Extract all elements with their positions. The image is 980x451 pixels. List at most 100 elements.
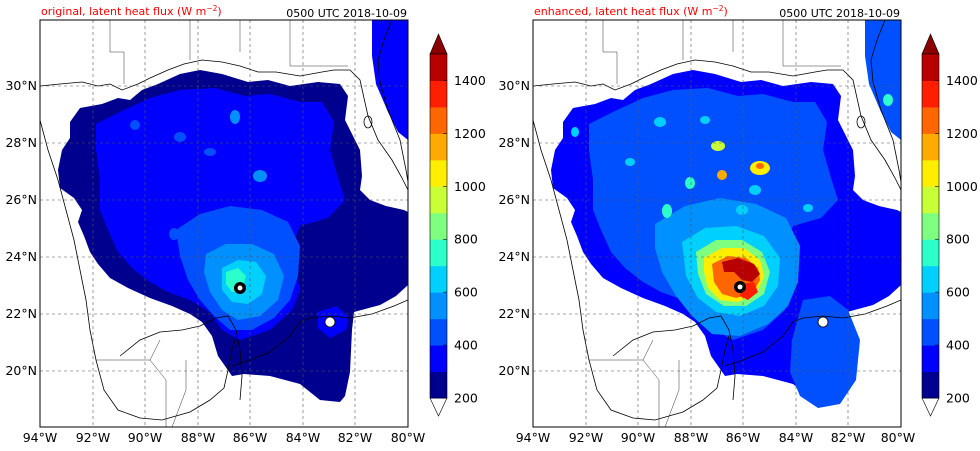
- lon-tick-label: 90°W: [621, 430, 656, 445]
- lake-okeechobee: [363, 115, 373, 129]
- flux-cell: [685, 177, 695, 189]
- lat-tick-label: 30°N: [498, 78, 530, 93]
- colorbar-tick-label: 1400: [946, 73, 978, 88]
- flux-cell: [253, 170, 267, 182]
- lat-tick-label: 28°N: [5, 135, 37, 150]
- colorbar-swatch: [922, 54, 939, 81]
- lon-tick-label: 92°W: [76, 430, 111, 445]
- lat-tick-label: 24°N: [5, 249, 37, 264]
- colorbar-tick-label: 1000: [454, 179, 486, 194]
- lat-tick-label: 28°N: [498, 135, 530, 150]
- colorbar-swatch: [922, 133, 939, 161]
- colorbar-over-extend: [921, 33, 940, 55]
- coastlines: [40, 20, 408, 427]
- graticule: [533, 20, 901, 427]
- flux-cell: [711, 141, 725, 151]
- panel-enhanced: enhanced, latent heat flux (W m−2) 0500 …: [498, 4, 977, 445]
- colorbar-swatch: [430, 159, 447, 187]
- flux-cell: [174, 132, 186, 142]
- colorbar: 200 400 600 800 1000 1200 1400: [429, 33, 486, 417]
- colorbar-swatch: [922, 265, 939, 293]
- lon-tick-label: 88°W: [181, 430, 216, 445]
- flux-cell: [803, 204, 813, 212]
- flux-caribbean-region: [790, 296, 860, 408]
- lon-tick-label: 88°W: [674, 430, 709, 445]
- flux-level-12: [722, 258, 760, 282]
- colorbar-under-extend: [429, 397, 448, 417]
- colorbar-swatch: [430, 186, 447, 214]
- map-plot-area: [40, 20, 408, 427]
- storm-eye-center: [737, 284, 743, 290]
- colorbar-tick-label: 1200: [454, 126, 486, 141]
- flux-cell: [230, 110, 240, 124]
- lon-tick-label: 84°W: [286, 430, 321, 445]
- colorbar-swatch: [430, 239, 447, 267]
- colorbar-under-extend: [921, 397, 940, 417]
- graticule: [40, 20, 408, 427]
- colorbar-swatch: [430, 265, 447, 293]
- colorbar-swatch: [922, 106, 939, 134]
- lon-tick-label: 94°W: [23, 430, 58, 445]
- state-borders: [109, 20, 348, 84]
- flux-cell: [883, 94, 893, 106]
- x-axis: 94°W 92°W 90°W 88°W 86°W 84°W 82°W 80°W: [516, 430, 916, 445]
- us-gulf-coastline: [40, 59, 408, 191]
- y-axis: 20°N 22°N 24°N 26°N 28°N 30°N: [5, 78, 37, 378]
- coastlines: [533, 20, 901, 427]
- lon-tick-label: 86°W: [726, 430, 761, 445]
- lat-tick-label: 30°N: [5, 78, 37, 93]
- colorbar-swatch: [430, 106, 447, 134]
- lat-tick-label: 20°N: [5, 363, 37, 378]
- cuba-coastline: [231, 299, 408, 367]
- flux-cell: [736, 205, 748, 215]
- colorbar-swatch: [922, 318, 939, 346]
- colorbar-frame: [429, 53, 448, 399]
- lon-tick-label: 80°W: [391, 430, 426, 445]
- flux-cell: [204, 148, 216, 156]
- lake-okeechobee: [856, 115, 866, 129]
- colorbar-swatch: [922, 345, 939, 373]
- lat-tick-label: 20°N: [498, 363, 530, 378]
- colorbar-tick-label: 600: [454, 285, 478, 300]
- colorbar-swatch: [430, 318, 447, 346]
- colorbar-tick-label: 1200: [946, 126, 978, 141]
- colorbar-frame: [921, 53, 940, 399]
- lat-tick-label: 24°N: [498, 249, 530, 264]
- map-frame: [39, 19, 409, 428]
- mexico-coastline: [40, 119, 237, 421]
- colorbar-swatch: [922, 371, 939, 399]
- colorbar-swatch: [430, 80, 447, 108]
- lat-tick-label: 22°N: [498, 306, 530, 321]
- colorbar-swatch: [922, 239, 939, 267]
- mexico-coastline: [533, 119, 730, 421]
- flux-cell: [130, 120, 140, 130]
- lat-tick-label: 26°N: [5, 192, 37, 207]
- colorbar-over-extend: [429, 33, 448, 55]
- colorbar-swatch: [430, 133, 447, 161]
- colorbar-tick-label: 800: [454, 232, 478, 247]
- flux-cell: [654, 117, 666, 127]
- florida-atlantic-coast: [377, 20, 408, 183]
- map-plot-area: [533, 20, 901, 427]
- colorbar-tick-label: 1000: [946, 179, 978, 194]
- panel-title-left: enhanced, latent heat flux (W m−2): [534, 4, 728, 18]
- lon-tick-label: 82°W: [831, 430, 866, 445]
- flux-field: [58, 20, 408, 402]
- colorbar-swatch: [922, 292, 939, 320]
- flux-field: [551, 20, 901, 408]
- country-borders: [589, 339, 680, 427]
- colorbar-swatch: [922, 212, 939, 240]
- colorbar-swatch: [430, 292, 447, 320]
- yucatan-coastline: [612, 315, 736, 401]
- colorbar-tick-label: 200: [454, 391, 478, 406]
- panel-title-left: original, latent heat flux (W m−2): [41, 4, 222, 18]
- colorbar-swatch: [430, 345, 447, 373]
- colorbar-tick-label: 1400: [454, 73, 486, 88]
- flux-cell: [571, 127, 579, 137]
- cuba-coastline: [724, 299, 901, 367]
- flux-cell: [169, 228, 179, 240]
- lon-tick-label: 90°W: [128, 430, 163, 445]
- florida-atlantic-coast: [870, 20, 901, 183]
- cuba-island-of-youth: [817, 316, 829, 328]
- lon-tick-label: 82°W: [338, 430, 373, 445]
